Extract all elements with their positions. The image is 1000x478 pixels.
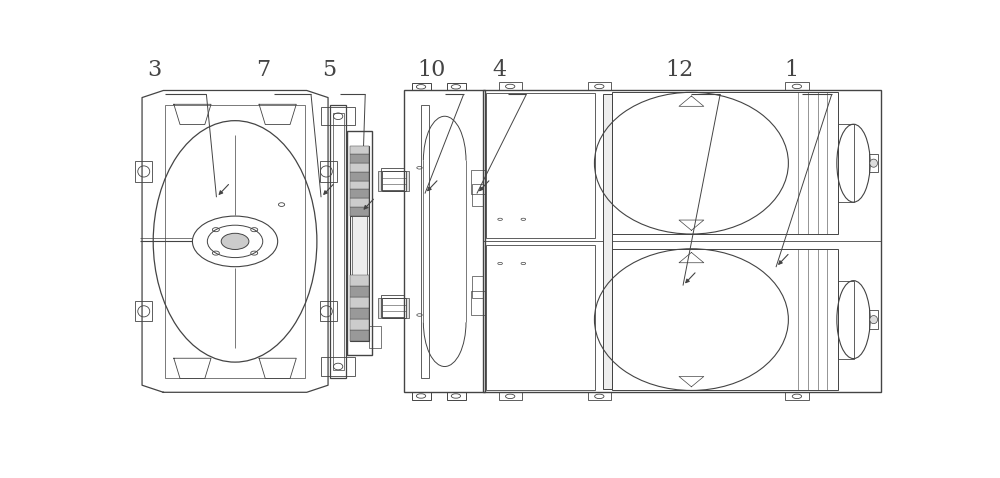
Bar <box>350 319 369 330</box>
Bar <box>378 297 382 318</box>
Bar <box>838 281 854 358</box>
Bar <box>412 83 431 90</box>
Bar <box>447 392 466 400</box>
Bar <box>785 392 809 401</box>
Bar <box>603 94 612 389</box>
Text: 12: 12 <box>665 59 693 81</box>
Bar <box>333 113 344 370</box>
Bar <box>412 392 431 400</box>
Bar <box>471 291 485 315</box>
Ellipse shape <box>870 315 878 324</box>
Text: 10: 10 <box>417 59 445 81</box>
Bar <box>347 131 372 356</box>
Bar <box>499 82 522 90</box>
Bar <box>350 207 369 216</box>
Bar <box>350 146 369 154</box>
Bar <box>382 297 406 318</box>
Bar <box>320 162 337 182</box>
Bar <box>472 276 483 298</box>
Bar <box>472 185 483 206</box>
Bar <box>378 171 382 191</box>
Bar <box>869 310 878 329</box>
Bar <box>404 90 485 392</box>
Bar <box>352 216 367 274</box>
Bar <box>350 172 369 181</box>
Bar <box>350 146 369 216</box>
Text: 3: 3 <box>147 59 162 81</box>
Ellipse shape <box>221 233 249 250</box>
Bar <box>471 170 485 194</box>
Bar <box>369 326 381 348</box>
Bar <box>321 107 355 125</box>
Bar <box>838 124 854 202</box>
Bar <box>612 249 838 391</box>
Bar <box>382 171 406 191</box>
Bar <box>165 105 305 378</box>
Text: 4: 4 <box>492 59 506 81</box>
Bar <box>869 154 878 173</box>
Bar <box>406 171 409 191</box>
Bar <box>350 308 369 319</box>
Text: 1: 1 <box>784 59 799 81</box>
Bar <box>350 154 369 163</box>
Bar <box>350 296 369 308</box>
Bar <box>588 392 611 401</box>
Bar <box>350 274 369 285</box>
Bar <box>350 274 369 341</box>
Bar <box>421 105 429 378</box>
Bar <box>785 82 809 90</box>
Text: 7: 7 <box>256 59 270 81</box>
Bar <box>483 90 881 392</box>
Bar <box>447 83 466 90</box>
Text: 5: 5 <box>322 59 336 81</box>
Bar <box>350 163 369 172</box>
Bar <box>350 330 369 341</box>
Bar <box>486 245 595 390</box>
Bar <box>612 92 838 234</box>
Bar <box>406 297 409 318</box>
Bar <box>588 82 611 90</box>
Bar <box>381 168 404 190</box>
Bar <box>486 93 595 238</box>
Bar <box>330 105 346 378</box>
Bar <box>350 285 369 296</box>
Bar <box>350 189 369 198</box>
Bar <box>321 358 355 376</box>
Bar <box>135 162 152 182</box>
Bar <box>499 392 522 401</box>
Bar <box>320 301 337 321</box>
Ellipse shape <box>870 159 878 167</box>
Bar <box>350 198 369 207</box>
Bar <box>381 295 404 317</box>
Bar <box>135 301 152 321</box>
Bar <box>350 181 369 189</box>
